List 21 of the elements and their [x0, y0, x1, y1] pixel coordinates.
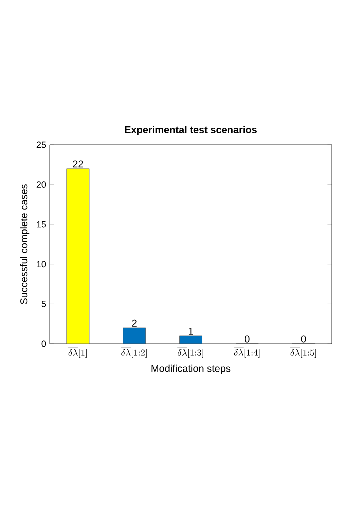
y-tick-label: 25 — [36, 142, 46, 148]
y-tick-label: 5 — [42, 301, 46, 308]
x-tick-label: $\overline{\delta\lambda}[1{:}5]$ — [290, 348, 316, 358]
x-tick-label: $\overline{\delta\lambda}[1{:}3]$ — [178, 348, 204, 358]
y-axis-title: Successful complete cases — [20, 184, 30, 304]
data-label: 0 — [301, 336, 306, 343]
data-label: 2 — [132, 320, 137, 327]
x-tick-label: $\overline{\delta\lambda}[1{:}4]$ — [234, 348, 260, 358]
x-tick-label: $\overline{\delta\lambda}[1{:}2]$ — [121, 348, 147, 358]
y-tick-label: 15 — [37, 221, 46, 228]
y-tick-label: 0 — [42, 340, 46, 348]
data-label: 0 — [245, 336, 250, 343]
data-label: 22 — [73, 160, 84, 168]
data-label: 1 — [188, 328, 194, 335]
x-tick-label: $\overline{\delta\lambda}[1]$ — [68, 348, 87, 358]
y-tick-label: 10 — [37, 261, 46, 268]
y-tick-label: 20 — [36, 182, 46, 188]
x-axis-title: Modification steps — [152, 364, 231, 374]
bar — [66, 168, 90, 344]
chart-title: Experimental test scenarios — [125, 126, 257, 136]
bar — [123, 328, 146, 344]
